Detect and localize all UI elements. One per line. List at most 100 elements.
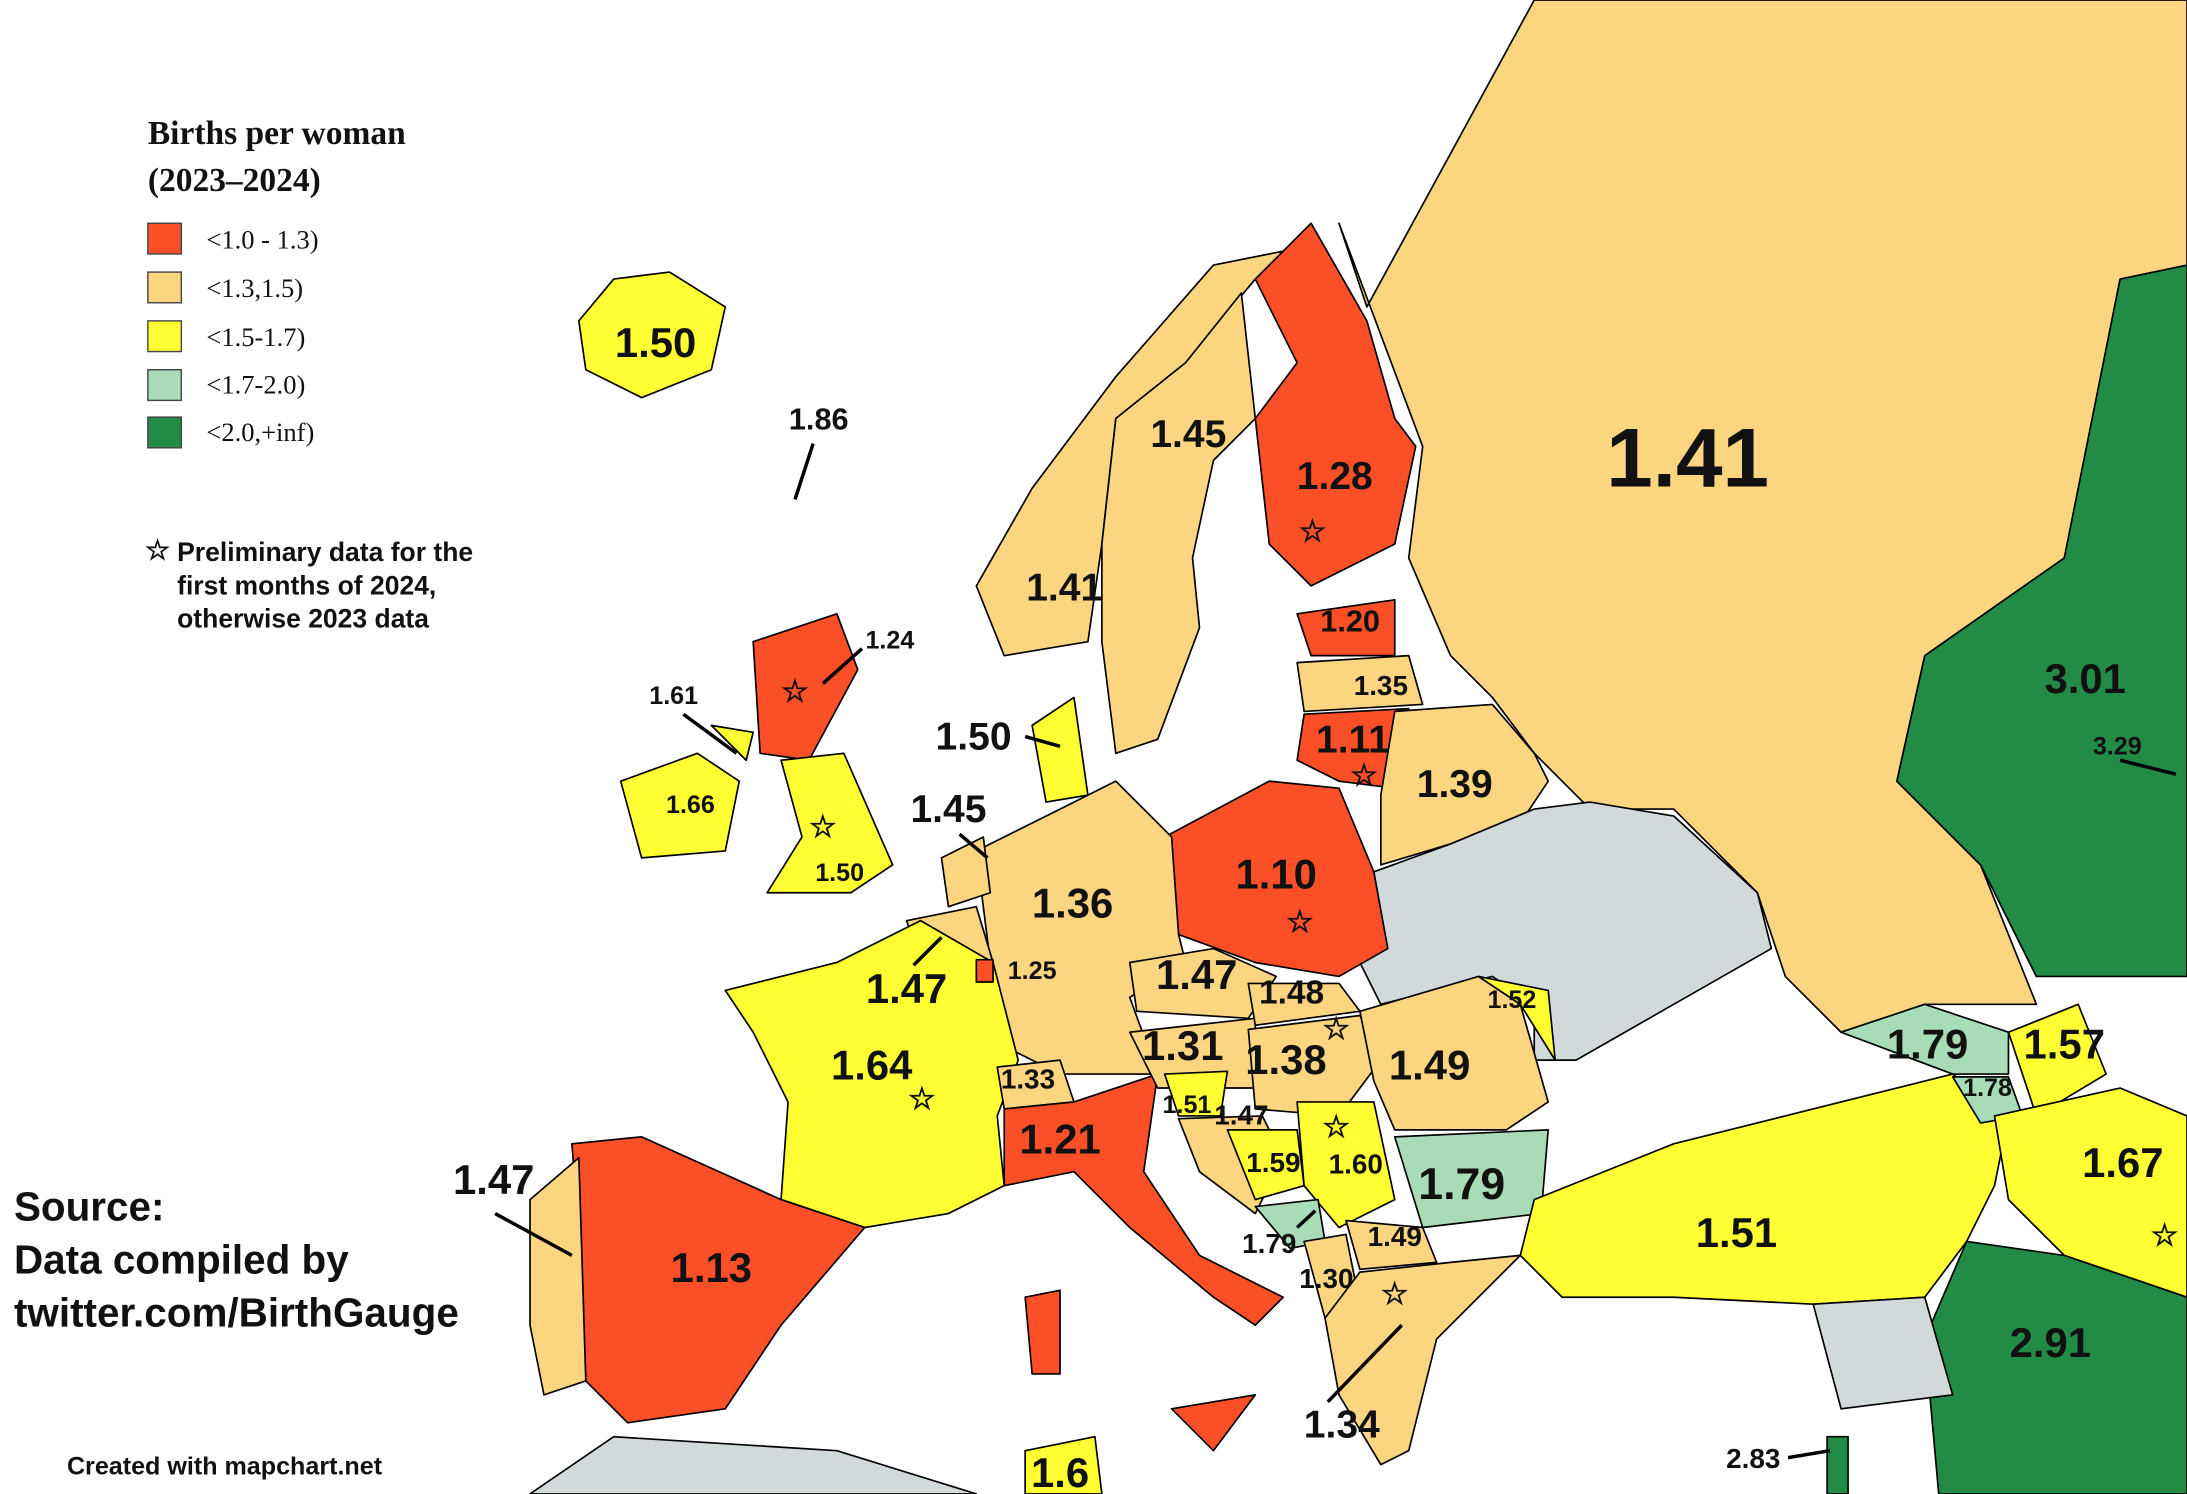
country-value: 1.50 (815, 859, 864, 887)
country-value: 1.24 (865, 626, 914, 654)
leader-line (1295, 1209, 1317, 1229)
northern-ireland (710, 724, 755, 762)
lithuania (1296, 707, 1410, 789)
country-value: 1.38 (1245, 1036, 1326, 1083)
country-value: 1.41 (1026, 566, 1102, 609)
country-value: 1.45 (1150, 413, 1226, 456)
country-value: 1.34 (1304, 1403, 1380, 1446)
credit: Created with mapchart.net (67, 1452, 383, 1480)
country-value: 3.29 (2093, 732, 2142, 760)
countries (529, 0, 2187, 1494)
country-value: 1.47 (453, 1156, 534, 1203)
leader-line (494, 1212, 573, 1257)
italy (1003, 1073, 1285, 1326)
note: Preliminary data for the (177, 537, 473, 567)
legend-swatch (147, 320, 183, 353)
star: ☆ (1381, 1276, 1409, 1311)
country-value: 1.50 (615, 319, 696, 366)
country-value: 2.83 (1726, 1443, 1780, 1474)
moldova (1477, 975, 1557, 1061)
legend-title: Births per woman (148, 115, 406, 152)
slovenia (1163, 1070, 1229, 1117)
country-value: 1.60 (1329, 1149, 1383, 1180)
star: ☆ (1322, 1109, 1350, 1144)
turkey (1519, 1073, 2010, 1306)
country-value: 1.59 (1246, 1147, 1300, 1178)
country-value: 1.6 (1031, 1449, 1089, 1494)
country-value: 1.79 (1887, 1021, 1968, 1068)
source: Data compiled by (14, 1237, 349, 1283)
country-value: 1.31 (1142, 1022, 1223, 1069)
syria (1812, 1296, 1954, 1410)
sweden (1101, 292, 1257, 755)
kazakhstan (1896, 264, 2187, 978)
scotland (752, 612, 859, 762)
leader-line (2119, 758, 2177, 776)
country-value: 1.45 (910, 788, 986, 831)
north-macedonia (1345, 1219, 1438, 1271)
country-value: 1.61 (649, 682, 698, 710)
legend-swatch (147, 271, 183, 304)
country-value: 1.66 (666, 791, 715, 819)
country-value: 1.48 (1259, 974, 1324, 1011)
legend-label: <1.3,1.5) (206, 273, 303, 303)
country-value: 1.39 (1417, 763, 1493, 806)
leader-line (821, 647, 864, 685)
country-value: 1.10 (1236, 850, 1317, 897)
leader-line (1787, 1448, 1831, 1460)
israel (1826, 1435, 1849, 1494)
country-value: 1.28 (1297, 455, 1373, 498)
country-value: 1.49 (1368, 1221, 1422, 1252)
leader-line (912, 936, 943, 967)
source: twitter.com/BirthGauge (14, 1290, 459, 1336)
luxembourg (975, 958, 994, 983)
country-value: 1.41 (1606, 411, 1769, 505)
source: Source: (14, 1184, 165, 1230)
star: ☆ (1286, 904, 1314, 939)
legend-swatch (147, 369, 183, 402)
country-value: 2.91 (2010, 1319, 2091, 1366)
country-value: 1.21 (1019, 1115, 1100, 1162)
country-value: 1.64 (831, 1042, 913, 1089)
denmark (1031, 696, 1089, 803)
legend-label: <2.0,+inf) (206, 417, 314, 447)
star: ☆ (2151, 1218, 2179, 1253)
leader-line (682, 712, 738, 755)
star: ☆ (781, 674, 809, 709)
legend-label: <1.0 - 1.3) (206, 224, 318, 254)
note: otherwise 2023 data (177, 604, 429, 634)
norway (975, 250, 1285, 657)
country-value: 1.67 (2082, 1139, 2163, 1186)
poland (1163, 780, 1389, 978)
country-value: 1.78 (1963, 1074, 2012, 1102)
country-labels: 1.50 1.86 1.24 1.61 1.66 1.50 1.50 1.45 … (453, 319, 2164, 1494)
country-value: 1.11 (1316, 718, 1390, 761)
hungary (1247, 1014, 1382, 1117)
leader-line (1024, 734, 1061, 748)
legend-label: <1.7-2.0) (206, 369, 305, 399)
star: ☆ (1350, 757, 1378, 792)
sicily (1170, 1394, 1257, 1452)
country-value: 1.57 (2024, 1021, 2105, 1068)
georgia (1840, 1003, 2010, 1075)
country-value: 1.36 (1032, 880, 1113, 927)
country-value: 1.47 (1214, 1100, 1268, 1131)
sardinia (1024, 1289, 1061, 1375)
legend-title: (2023–2024) (148, 162, 321, 199)
star: ☆ (1322, 1011, 1350, 1046)
country-value: 1.49 (1389, 1042, 1470, 1089)
note: first months of 2024, (177, 570, 436, 600)
country-value: 1.50 (936, 716, 1012, 759)
azerbaijan (2007, 1003, 2107, 1117)
country-value: 1.33 (1001, 1063, 1055, 1094)
country-value: 3.01 (2044, 655, 2125, 702)
latvia (1296, 654, 1424, 713)
estonia (1296, 599, 1396, 657)
country-value: 1.13 (671, 1244, 752, 1291)
country-value: 1.79 (1242, 1228, 1296, 1259)
iceland (577, 271, 727, 399)
iran (1993, 1087, 2187, 1299)
star: ☆ (1299, 513, 1327, 548)
